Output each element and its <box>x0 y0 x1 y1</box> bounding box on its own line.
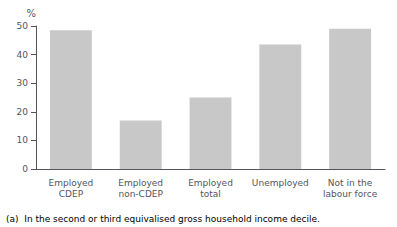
svg-text:total: total <box>200 189 221 199</box>
svg-text:%: % <box>26 8 36 19</box>
svg-text:(a) In the second or third eq: (a) In the second or third equivalised g… <box>6 214 320 224</box>
svg-text:Employed: Employed <box>49 178 94 188</box>
svg-text:Employed: Employed <box>188 178 233 188</box>
svg-text:non-CDEP: non-CDEP <box>118 189 163 199</box>
svg-text:0: 0 <box>22 164 28 174</box>
svg-text:labour force: labour force <box>323 189 378 199</box>
svg-text:30: 30 <box>17 78 29 88</box>
svg-text:20: 20 <box>17 107 29 117</box>
svg-text:40: 40 <box>17 50 29 60</box>
svg-text:Unemployed: Unemployed <box>252 178 309 188</box>
svg-text:CDEP: CDEP <box>59 189 84 199</box>
svg-text:50: 50 <box>17 21 29 31</box>
svg-text:10: 10 <box>17 135 29 145</box>
svg-text:Employed: Employed <box>118 178 163 188</box>
svg-text:Not in the: Not in the <box>328 178 373 188</box>
